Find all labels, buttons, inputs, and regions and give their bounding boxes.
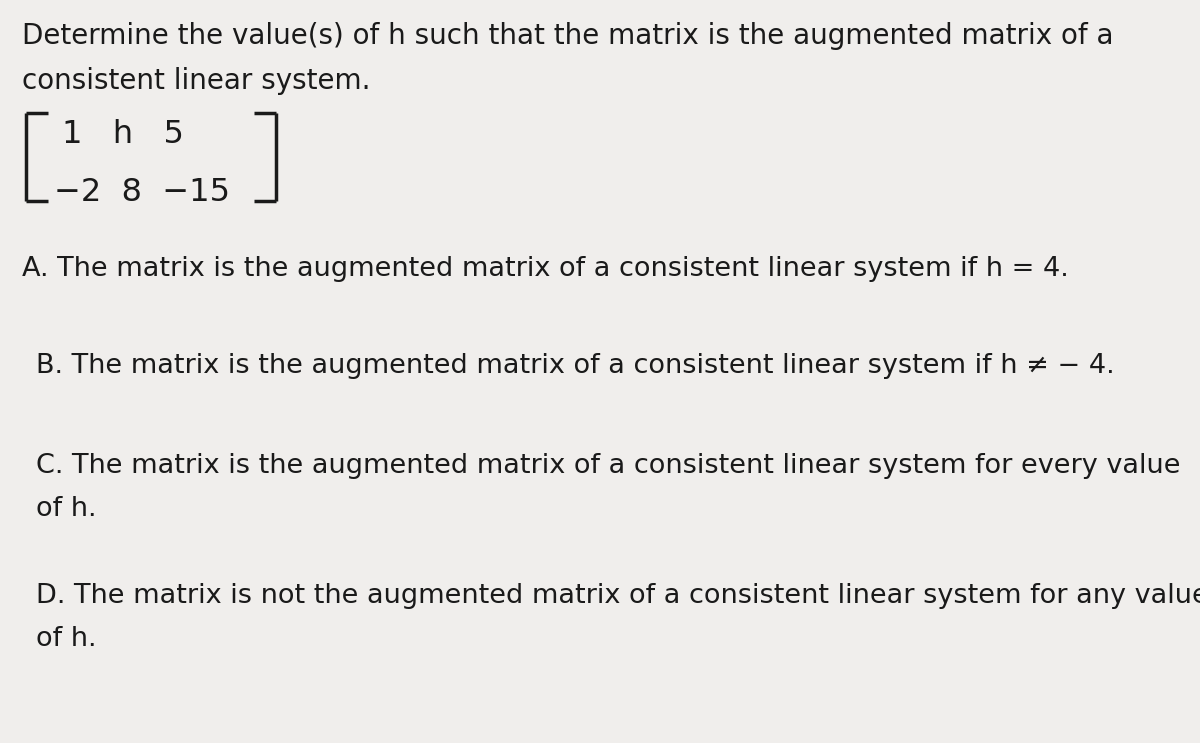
Text: −2  8  −15: −2 8 −15 <box>54 177 230 208</box>
Text: A. The matrix is the augmented matrix of a consistent linear system if h = 4.: A. The matrix is the augmented matrix of… <box>22 256 1068 282</box>
Text: Determine the value(s) of h such that the matrix is the augmented matrix of a: Determine the value(s) of h such that th… <box>22 22 1114 51</box>
Text: of h.: of h. <box>36 496 96 522</box>
Text: C. The matrix is the augmented matrix of a consistent linear system for every va: C. The matrix is the augmented matrix of… <box>36 453 1181 479</box>
Text: B. The matrix is the augmented matrix of a consistent linear system if h ≠ − 4.: B. The matrix is the augmented matrix of… <box>36 353 1115 379</box>
Text: 1   h   5: 1 h 5 <box>62 119 185 150</box>
Text: D. The matrix is not the augmented matrix of a consistent linear system for any : D. The matrix is not the augmented matri… <box>36 583 1200 609</box>
Text: of h.: of h. <box>36 626 96 652</box>
Text: consistent linear system.: consistent linear system. <box>22 67 370 95</box>
